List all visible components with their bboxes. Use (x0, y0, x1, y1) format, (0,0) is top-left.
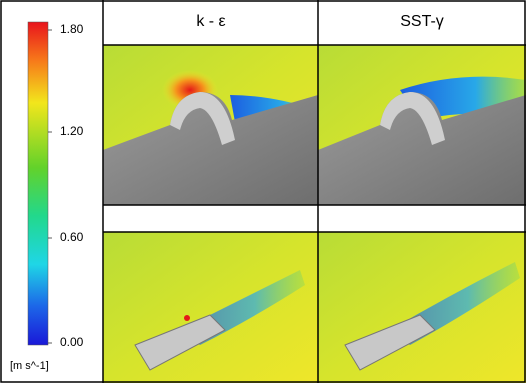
field (103, 232, 318, 383)
field (318, 232, 526, 383)
column-header: k - ε (196, 13, 225, 30)
colorbar-unit: [m s^-1] (10, 360, 49, 372)
figure: 1.80 1.20 0.60 0.00 [m s^-1] k - ε SST-γ (0, 0, 526, 383)
colorbar-ticks (48, 30, 52, 343)
colorbar (28, 22, 48, 345)
page: 1.80 1.20 0.60 0.00 [m s^-1] k - ε SST-γ (0, 0, 526, 383)
tick-label: 1.80 (60, 22, 84, 36)
hot-spot (184, 315, 190, 321)
panel-top-ke (103, 232, 318, 383)
tick-label: 0.00 (60, 335, 84, 349)
tick-label: 0.60 (60, 230, 84, 244)
panel-side-ke (103, 45, 318, 205)
column-header: SST-γ (400, 13, 444, 30)
panel-side-sst (318, 45, 526, 205)
panel-top-sst (318, 232, 526, 383)
tick-label: 1.20 (60, 124, 84, 138)
